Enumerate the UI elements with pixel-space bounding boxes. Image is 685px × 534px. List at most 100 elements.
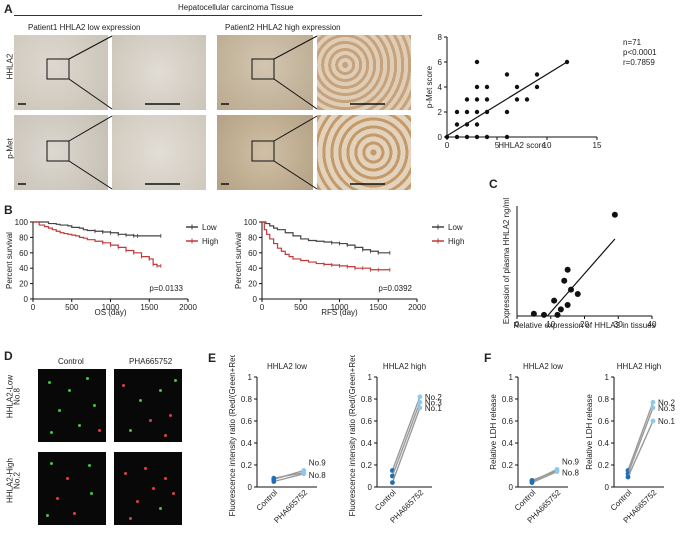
scatter-a-point bbox=[484, 84, 490, 90]
rfs_b-legend-label: Low bbox=[448, 223, 463, 232]
e_low-treated-point bbox=[301, 470, 307, 476]
e_low-pair-line bbox=[273, 473, 304, 483]
scatter-a-point bbox=[514, 84, 520, 90]
fluorescence-cell bbox=[169, 414, 172, 417]
tissue-high-pmet-zoom bbox=[317, 115, 411, 190]
fluorescence-cell bbox=[93, 404, 96, 407]
e_high-pair-line bbox=[391, 407, 421, 483]
fluorescence-cell bbox=[159, 507, 162, 510]
f_high-series-label: No.3 bbox=[658, 404, 675, 413]
rfs_b-series-high bbox=[262, 221, 390, 271]
panel-a-zoom-overlays bbox=[18, 35, 385, 190]
rfs_b-x-label: RFS (day) bbox=[321, 308, 358, 317]
rfs_b-y-label: Percent survival bbox=[235, 232, 243, 289]
fluor-low-pha bbox=[114, 369, 182, 442]
scatter-c-point bbox=[541, 311, 547, 318]
fluorescence-cell bbox=[174, 379, 177, 382]
scatter_a-y-tick-label: 6 bbox=[438, 58, 443, 67]
rfs_b-x-tick-label: 0 bbox=[260, 303, 265, 312]
fluorescence-cell bbox=[164, 434, 167, 437]
scatter-a-fit-line bbox=[446, 61, 568, 137]
scatter_c-x-tick-label: 40 bbox=[648, 320, 657, 329]
f_low-y-tick-label: 0.6 bbox=[502, 417, 514, 426]
e_low-control-point bbox=[271, 475, 277, 481]
fluorescence-cell bbox=[129, 517, 132, 520]
scatter-a-annotation: p<0.0001 bbox=[623, 48, 657, 57]
f_high-y-tick-label: 0.8 bbox=[598, 395, 610, 404]
e_low-y-tick-label: 0.4 bbox=[241, 439, 253, 448]
os-survival-chart: 0 500 1000 1500 2000 0 20 40 60 80 100 OS (day) Perc… bbox=[5, 218, 218, 317]
fluorescence-cell bbox=[124, 472, 127, 475]
f_low-control-point bbox=[529, 478, 535, 483]
scatter-a-point bbox=[474, 97, 480, 102]
scatter-c-fit-line bbox=[546, 238, 616, 317]
panel-d-col2: PHA665752 bbox=[129, 357, 173, 366]
fluorescence-cell bbox=[149, 419, 152, 422]
scatter-a-point bbox=[504, 134, 510, 140]
scatter-c-point bbox=[574, 291, 581, 297]
f_low-y-tick-label: 0.2 bbox=[502, 461, 514, 470]
f_low-y-tick-label: 0.4 bbox=[502, 439, 514, 448]
f_high-y-label: Relative LDH release bbox=[585, 394, 594, 470]
e_low-x-category: Control bbox=[255, 488, 280, 513]
fluorescence-cell bbox=[144, 467, 147, 470]
tissue-low-hhla2 bbox=[14, 35, 108, 110]
fluorescence-cell bbox=[122, 384, 125, 387]
scatter-a-point bbox=[474, 59, 480, 65]
fluorescence-cell bbox=[78, 424, 81, 427]
f_low-treated-point bbox=[554, 468, 560, 473]
e_low-y-tick-label: 1 bbox=[248, 373, 253, 382]
scatter-a-point bbox=[464, 109, 470, 115]
e_low-control-point bbox=[271, 479, 277, 484]
f_high-y-tick-label: 0 bbox=[605, 483, 610, 492]
scatter_c-x-tick-label: 20 bbox=[580, 320, 589, 329]
scatter-a-point bbox=[474, 134, 480, 140]
fluorescence-cell bbox=[129, 429, 132, 432]
scatter_a-x-tick-label: 5 bbox=[495, 141, 500, 150]
e_high-pair-line bbox=[391, 396, 421, 471]
e_low-y-tick-label: 0.8 bbox=[241, 395, 253, 404]
rfs_b-y-tick-label: 60 bbox=[248, 249, 257, 258]
fluorescence-cell bbox=[172, 492, 175, 495]
fluorescence-cell bbox=[46, 514, 49, 517]
e_low-y-tick-label: 0.2 bbox=[241, 461, 253, 470]
e_high-y-tick-label: 0.4 bbox=[361, 439, 373, 448]
scatter-a-point bbox=[534, 84, 540, 90]
fluorescence-cell bbox=[50, 462, 53, 465]
os_b-x-tick-label: 1000 bbox=[102, 303, 120, 312]
os_b-legend-label: Low bbox=[202, 223, 217, 232]
panel-c-letter: C bbox=[489, 177, 498, 191]
scatter-c-point bbox=[564, 266, 571, 273]
e-high-chart: HHLA2 high00.20.40.60.81ControlPHA665752… bbox=[348, 355, 442, 525]
fluorescence-cell bbox=[139, 399, 142, 402]
panel-d-row1-sub: No.8 bbox=[12, 388, 22, 405]
e_low-pair-line bbox=[273, 472, 304, 479]
os_b-y-tick-label: 60 bbox=[19, 249, 28, 258]
scatter-a-point bbox=[454, 109, 460, 115]
fluorescence-cell bbox=[88, 464, 91, 467]
e_high-control-point bbox=[390, 480, 395, 485]
scatter-c-point bbox=[611, 211, 618, 218]
f_high-y-tick-label: 0.4 bbox=[598, 439, 610, 448]
e_low-series-label: No.8 bbox=[309, 471, 326, 480]
f-high-chart: HHLA2 High00.20.40.60.81ControlPHA665752… bbox=[585, 362, 675, 525]
panel-b-letter: B bbox=[4, 203, 13, 217]
fluorescence-cell bbox=[58, 409, 61, 412]
scatter_c-y-label: Expression of plasma HHLA2 ng/ml bbox=[502, 198, 511, 325]
scatter-a-point bbox=[454, 122, 460, 127]
fluorescence-cell bbox=[68, 389, 71, 392]
scatter_a-x-tick-label: 0 bbox=[445, 141, 450, 150]
f_high-treated-point bbox=[650, 405, 656, 411]
os_b-legend-label: High bbox=[202, 237, 218, 246]
e_high-y-tick-label: 0.6 bbox=[361, 417, 373, 426]
os_b-p-value: p=0.0133 bbox=[149, 284, 183, 293]
os_b-x-tick-label: 500 bbox=[65, 303, 79, 312]
rfs_b-y-tick-label: 40 bbox=[248, 264, 257, 273]
f-low-chart: HHLA2 low00.20.40.60.81ControlPHA665752R… bbox=[489, 362, 579, 525]
panel-a-title: Hepatocellular carcinoma Tissue bbox=[178, 3, 294, 12]
fluorescence-cell bbox=[86, 377, 89, 380]
scatter-a-point bbox=[484, 134, 490, 140]
fluorescence-cell bbox=[98, 429, 101, 432]
scatter-c-point bbox=[561, 277, 568, 284]
